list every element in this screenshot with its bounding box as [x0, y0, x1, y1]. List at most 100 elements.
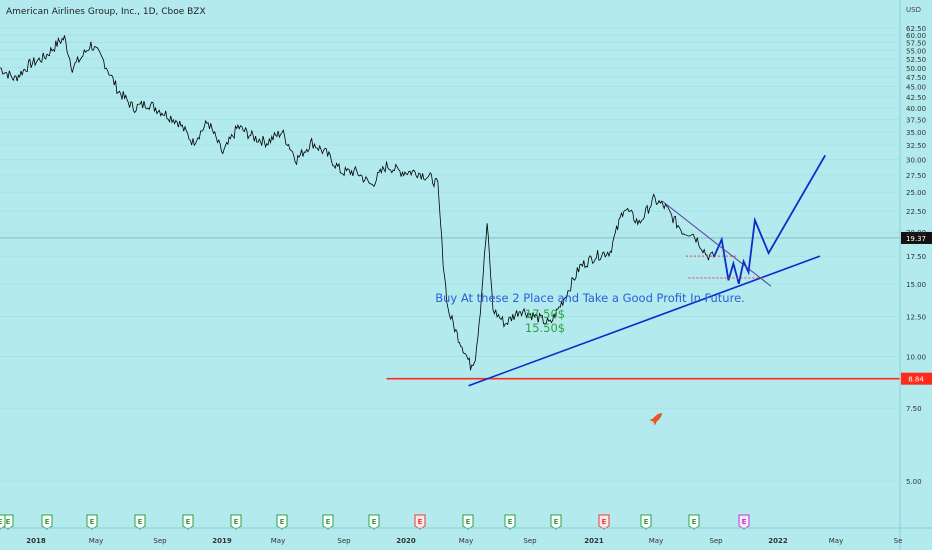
earnings-marker-label: E — [280, 518, 285, 526]
y-tick-label: 20.00 — [906, 229, 926, 237]
x-tick-label: May — [649, 537, 663, 545]
earnings-marker[interactable]: E — [504, 514, 516, 530]
resistance-trendline[interactable] — [661, 200, 772, 287]
y-tick-label: 25.00 — [906, 189, 926, 197]
x-tick-label: Sep — [153, 537, 167, 545]
y-tick-label: 55.00 — [906, 48, 926, 56]
x-tick-label: 2022 — [768, 537, 788, 545]
x-tick-label: May — [271, 537, 285, 545]
earnings-marker-label: E — [45, 518, 50, 526]
rocket-body — [652, 413, 662, 423]
earnings-marker[interactable]: E — [550, 514, 562, 530]
annotation-group: Buy At these 2 Place and Take a Good Pro… — [435, 291, 745, 426]
y-tick-label: 15.00 — [906, 281, 926, 289]
earnings-marker[interactable]: E — [688, 514, 700, 530]
support-trendline[interactable] — [468, 255, 821, 387]
earnings-marker[interactable]: E — [462, 514, 474, 530]
earnings-marker[interactable]: E — [322, 514, 334, 530]
y-tick-label: 27.50 — [906, 172, 926, 180]
x-tick-label: Se — [894, 537, 903, 545]
earnings-marker-label: E — [692, 518, 697, 526]
x-axis[interactable]: 2018 May Sep 2019 May Sep 2020 May Sep 2021 May Sep… — [0, 527, 932, 545]
support-price-badge — [901, 372, 932, 385]
y-tick-label: 37.50 — [906, 116, 926, 124]
x-tick-label: 2019 — [212, 537, 232, 545]
earnings-marker-label: E — [466, 518, 471, 526]
y-tick-label: 32.50 — [906, 142, 926, 150]
earnings-marker[interactable]: E — [182, 514, 194, 530]
y-tick-label: 42.50 — [906, 94, 926, 102]
earnings-marker-label: E — [326, 518, 331, 526]
rocket-icon — [649, 413, 662, 426]
y-tick-label: 7.50 — [906, 405, 922, 413]
earnings-marker[interactable]: E — [738, 514, 750, 530]
earnings-marker[interactable]: E — [86, 514, 98, 530]
x-tick-label: Sep — [709, 537, 723, 545]
projection-path[interactable] — [712, 154, 826, 285]
earnings-marker-label: E — [186, 518, 191, 526]
x-tick-label: 2020 — [396, 537, 416, 545]
annotation-level-1: 17.50$ — [525, 307, 565, 321]
x-tick-label: May — [459, 537, 473, 545]
annotation-headline: Buy At these 2 Place and Take a Good Pro… — [435, 291, 745, 305]
grid — [0, 27, 900, 482]
x-tick-label: Sep — [337, 537, 351, 545]
y-tick-label: 5.00 — [906, 478, 922, 486]
earnings-marker-label: E — [418, 518, 423, 526]
earnings-marker[interactable]: E — [598, 514, 610, 530]
y-tick-label: 35.00 — [906, 129, 926, 137]
earnings-marker-label: E — [0, 518, 3, 526]
y-tick-label: 60.00 — [906, 32, 926, 40]
earnings-marker-label: E — [138, 518, 143, 526]
y-tick-label: 52.50 — [906, 56, 926, 64]
annotation-level-2: 15.50$ — [525, 321, 565, 335]
earnings-marker-label: E — [602, 518, 607, 526]
trendline-group[interactable] — [468, 200, 821, 387]
price-line[interactable] — [0, 35, 715, 371]
earnings-marker[interactable]: E — [0, 514, 6, 530]
y-tick-label: 10.00 — [906, 354, 926, 362]
earnings-marker-label: E — [508, 518, 513, 526]
y-tick-label: 12.50 — [906, 314, 926, 322]
earnings-marker[interactable]: E — [640, 514, 652, 530]
y-tick-label: 22.50 — [906, 208, 926, 216]
earnings-marker[interactable]: E — [276, 514, 288, 530]
x-tick-label: 2018 — [26, 537, 46, 545]
earnings-marker[interactable]: E — [134, 514, 146, 530]
y-tick-label: 62.50 — [906, 25, 926, 33]
y-tick-label: 45.00 — [906, 84, 926, 92]
earnings-marker-label: E — [644, 518, 649, 526]
earnings-marker-label: E — [90, 518, 95, 526]
earnings-markers[interactable]: EEEEEEEEEEEEEEEEEE — [0, 514, 750, 530]
current-price-label: 19.37 — [906, 235, 926, 243]
support-price-label: 8.84 — [908, 376, 924, 384]
support-line-group: 8.84 — [386, 372, 932, 385]
earnings-marker[interactable]: E — [368, 514, 380, 530]
earnings-marker[interactable]: E — [230, 514, 242, 530]
earnings-marker-label: E — [372, 518, 377, 526]
chart-title: American Airlines Group, Inc., 1D, Cboe … — [6, 7, 206, 17]
earnings-marker-label: E — [742, 518, 747, 526]
x-tick-label: May — [89, 537, 103, 545]
earnings-marker[interactable]: E — [41, 514, 53, 530]
earnings-marker-label: E — [6, 518, 11, 526]
y-tick-label: 17.50 — [906, 253, 926, 261]
x-tick-label: May — [829, 537, 843, 545]
x-tick-label: 2021 — [584, 537, 604, 545]
earnings-marker[interactable]: E — [414, 514, 426, 530]
y-tick-label: 30.00 — [906, 156, 926, 164]
earnings-marker-label: E — [554, 518, 559, 526]
x-tick-label: Sep — [523, 537, 537, 545]
y-tick-label: 50.00 — [906, 65, 926, 73]
current-price-line-group: 19.37 — [0, 231, 932, 244]
price-series-group — [0, 35, 826, 371]
earnings-marker-label: E — [234, 518, 239, 526]
rocket-flame — [650, 420, 655, 425]
y-tick-label: 57.50 — [906, 40, 926, 48]
current-price-badge — [901, 231, 932, 244]
y-tick-label: 47.50 — [906, 74, 926, 82]
y-tick-label: 40.00 — [906, 105, 926, 113]
